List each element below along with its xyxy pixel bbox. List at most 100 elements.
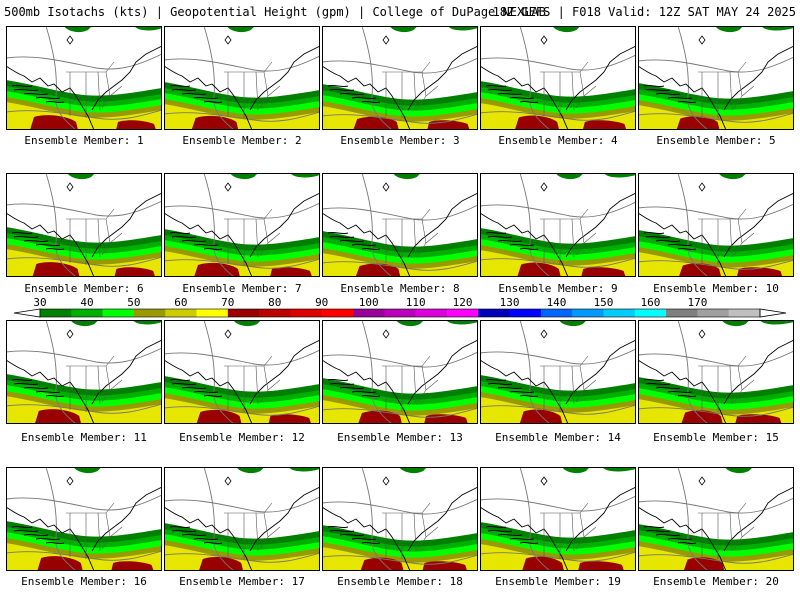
ensemble-panel: [638, 320, 794, 424]
lake-marker: [698, 35, 706, 45]
great-lakes: [485, 378, 539, 398]
state-borders: [66, 208, 123, 265]
height-contour: [203, 320, 235, 424]
isotach-band-80-east: [111, 561, 154, 571]
isotach-band-80: [514, 115, 560, 130]
height-contour: [6, 403, 162, 414]
isotach-north-patch: [399, 467, 428, 474]
colorbar-tick-label: 100: [359, 296, 379, 309]
ensemble-map: [638, 26, 794, 130]
colorbar-swatch: [102, 309, 135, 317]
isotach-north-patch: [558, 320, 587, 327]
colorbar-swatch: [196, 309, 229, 317]
colorbar-tick-label: 60: [174, 296, 187, 309]
ensemble-panel: [480, 173, 636, 277]
coastline: [480, 192, 636, 277]
ensemble-panel: [164, 467, 320, 571]
ensemble-map: [322, 467, 478, 571]
panel-frame: [322, 26, 478, 130]
colorbar-swatch: [415, 309, 448, 317]
height-contour: [203, 26, 235, 130]
ensemble-member-label: Ensemble Member: 1: [24, 134, 144, 147]
lake-marker: [66, 35, 74, 45]
lake-marker: [66, 329, 74, 339]
panel-frame: [6, 320, 162, 424]
colorbar-swatch: [290, 309, 323, 317]
map-header: 500mb Isotachs (kts) | Geopotential Heig…: [4, 3, 796, 21]
panel-frame: [480, 320, 636, 424]
lake-marker: [698, 476, 706, 486]
panel-frame: [164, 467, 320, 571]
colorbar-outline: [39, 308, 761, 318]
lake-marker: [382, 182, 390, 192]
height-contour: [164, 496, 320, 513]
isotach-northeast-patch: [603, 173, 636, 178]
height-contour: [6, 494, 162, 511]
ensemble-map: [480, 320, 636, 424]
ensemble-member-label: Ensemble Member: 20: [653, 575, 779, 588]
colorbar-swatch: [133, 309, 166, 317]
isotach-band-80: [34, 409, 82, 424]
height-contour: [480, 495, 636, 512]
height-contour: [519, 467, 551, 571]
isotach-north-patch: [562, 467, 590, 474]
isotach-band-80: [353, 116, 399, 130]
colorbar-tick-label: 160: [640, 296, 660, 309]
panel-frame: [6, 173, 162, 277]
isotach-band-80: [517, 262, 561, 277]
height-contour: [519, 173, 551, 277]
colorbar-swatch: [71, 309, 103, 317]
panel-frame: [6, 26, 162, 130]
isotach-band-80: [681, 410, 723, 424]
panel-frame: [638, 173, 794, 277]
state-borders: [224, 355, 281, 412]
height-contour: [361, 467, 393, 571]
coastline: [322, 339, 478, 424]
ensemble-member-label: Ensemble Member: 9: [498, 282, 618, 295]
isotach-band-80: [683, 557, 725, 571]
panel-frame: [322, 173, 478, 277]
lake-marker: [540, 182, 548, 192]
ensemble-panel: [480, 320, 636, 424]
colorbar-tick-label: 140: [547, 296, 567, 309]
isotach-northeast-patch: [759, 320, 794, 325]
height-contour: [6, 200, 162, 217]
ensemble-panel: [322, 26, 478, 130]
colorbar-swatch: [478, 309, 510, 317]
height-contour: [6, 53, 162, 70]
ensemble-member-label: Ensemble Member: 3: [340, 134, 460, 147]
great-lakes: [643, 84, 697, 104]
isotach-band-70: [480, 397, 636, 424]
isotach-north-patch: [389, 26, 418, 33]
coastline: [638, 45, 794, 130]
height-contour: [322, 260, 478, 271]
height-contour: [164, 202, 320, 219]
panel-frame: [638, 26, 794, 130]
colorbar-tick-label: 170: [687, 296, 707, 309]
lake-marker: [540, 35, 548, 45]
colorbar-left-arrow: [13, 308, 41, 318]
isotach-north-patch: [233, 320, 262, 327]
colorbar-swatch: [259, 309, 291, 317]
ensemble-map: [6, 467, 162, 571]
isotach-north-patch: [67, 173, 96, 180]
state-borders: [382, 61, 439, 118]
panel-frame: [480, 26, 636, 130]
ensemble-member-label: Ensemble Member: 10: [653, 282, 779, 295]
panel-frame: [164, 26, 320, 130]
great-lakes: [485, 525, 539, 545]
panel-frame: [164, 173, 320, 277]
colorbar-swatch: [540, 309, 573, 317]
height-contour: [164, 55, 320, 72]
ensemble-member-label: Ensemble Member: 6: [24, 282, 144, 295]
ensemble-map: [480, 467, 636, 571]
colorbar-tick-label: 110: [406, 296, 426, 309]
state-borders: [698, 355, 755, 412]
header-valid-time: 18Z GEFS | F018 Valid: 12Z SAT MAY 24 20…: [492, 5, 796, 19]
great-lakes: [643, 231, 697, 251]
ensemble-map: [638, 467, 794, 571]
ensemble-map: [6, 26, 162, 130]
isotach-northeast-patch: [132, 320, 162, 325]
lake-marker: [382, 329, 390, 339]
height-contour: [45, 320, 77, 424]
